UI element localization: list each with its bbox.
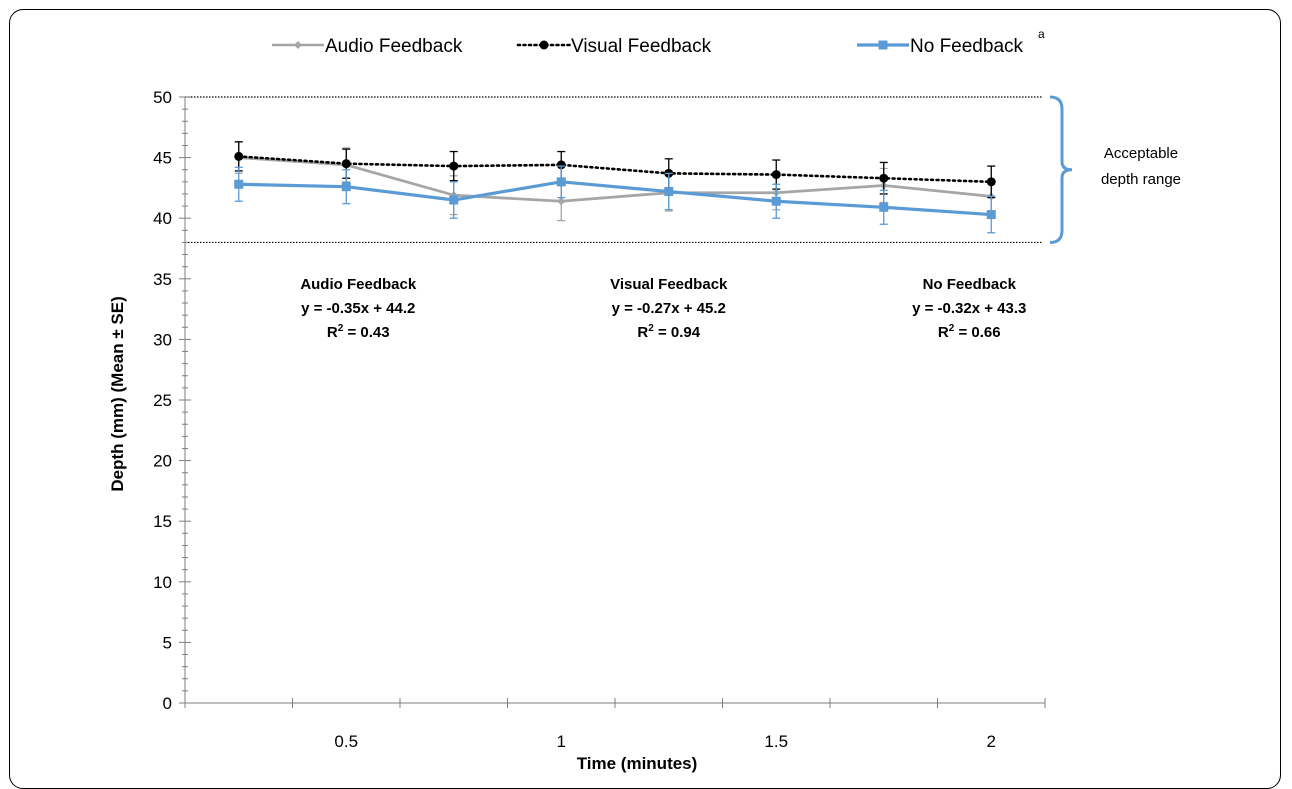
legend-label: Audio Feedback	[325, 36, 463, 57]
legend-swatch-marker	[294, 41, 302, 49]
y-tick-label: 5	[163, 633, 172, 652]
legend-label: No Feedback	[910, 36, 1024, 57]
legend-swatch-marker	[878, 40, 888, 50]
data-point	[234, 151, 244, 161]
data-point	[879, 173, 889, 183]
legend-item-audio-feedback: Audio Feedback	[272, 36, 463, 57]
data-point	[986, 177, 996, 187]
annotation-r2-value: = 0.94	[654, 324, 701, 341]
legend-item-visual-feedback: Visual Feedback	[516, 36, 712, 57]
y-tick-label: 50	[153, 88, 172, 107]
annotation-r2-sup: 2	[949, 323, 955, 334]
data-point	[771, 196, 781, 206]
data-point	[879, 202, 889, 212]
x-tick-label: 0.5	[334, 732, 358, 751]
annotation-r2-value: = 0.66	[954, 324, 1000, 341]
y-tick-label: 45	[153, 149, 172, 168]
annotation-title: Visual Feedback	[610, 276, 728, 293]
annotation-r2-sup: 2	[648, 323, 654, 334]
legend-item-no-feedback: No Feedback	[857, 36, 1024, 57]
annotation-visual-feedback: Visual Feedback y = -0.27x + 45.2 R2 = 0.9…	[610, 276, 728, 341]
y-axis-title: Depth (mm) (Mean ± SE)	[108, 296, 127, 491]
data-point	[557, 197, 566, 206]
legend-label: Visual Feedback	[571, 36, 712, 57]
annotation-audio-feedback: Audio Feedback y = -0.35x + 44.2 R2 = 0.43	[300, 276, 417, 341]
y-tick-label: 25	[153, 391, 172, 410]
acceptable-range-band: Acceptable depth range	[185, 95, 1181, 244]
legend: Audio Feedback Visual Feedback No Feedback…	[272, 27, 1045, 57]
annotation-r2-value: = 0.43	[343, 324, 389, 341]
y-tick-label: 20	[153, 452, 172, 471]
data-point	[449, 195, 459, 205]
series-visual-feedback	[234, 141, 996, 199]
x-tick-label: 1	[557, 732, 566, 751]
annotation-equation: y = -0.35x + 44.2	[301, 300, 415, 317]
y-tick-label: 35	[153, 270, 172, 289]
annotation-r2: R2 = 0.66	[938, 323, 1001, 341]
axes: 0 5 10 15 20 25 30 35 40 45 50 0.5 1 1.5 2 Time (minute…	[108, 88, 1046, 773]
y-tick-label: 10	[153, 573, 172, 592]
legend-swatch-marker	[539, 40, 549, 50]
data-point	[556, 160, 566, 170]
series-no-feedback	[234, 165, 996, 234]
data-point	[341, 159, 351, 169]
annotation-r2: R2 = 0.94	[637, 323, 700, 341]
y-tick-label: 40	[153, 209, 172, 228]
annotation-r2: R2 = 0.43	[327, 323, 390, 341]
y-tick-label: 0	[163, 694, 172, 713]
band-label-line2: depth range	[1101, 171, 1181, 188]
annotation-r2-label: R	[637, 324, 648, 341]
x-tick-label: 2	[987, 732, 996, 751]
data-point	[234, 179, 244, 189]
series-line	[238, 180, 992, 217]
annotation-equation: y = -0.27x + 45.2	[612, 300, 726, 317]
data-point	[341, 182, 351, 192]
legend-superscript: a	[1038, 27, 1045, 41]
band-label-line1: Acceptable	[1104, 145, 1178, 162]
data-point	[771, 170, 781, 180]
annotation-title: No Feedback	[923, 276, 1017, 293]
annotation-title: Audio Feedback	[300, 276, 417, 293]
annotation-equation: y = -0.32x + 43.3	[912, 300, 1026, 317]
band-brace	[1049, 95, 1073, 244]
x-tick-label: 1.5	[764, 732, 788, 751]
data-point	[449, 161, 459, 171]
data-point	[986, 210, 996, 220]
series-line	[238, 156, 992, 203]
annotation-r2-sup: 2	[338, 323, 344, 334]
y-tick-label: 30	[153, 330, 172, 349]
y-tick-label: 15	[153, 512, 172, 531]
series-line	[237, 155, 993, 184]
annotation-r2-label: R	[938, 324, 949, 341]
series-lines	[234, 141, 996, 234]
data-point	[664, 187, 674, 197]
annotation-r2-label: R	[327, 324, 338, 341]
annotation-no-feedback: No Feedback y = -0.32x + 43.3 R2 = 0.66	[912, 276, 1026, 341]
data-point	[556, 177, 566, 187]
x-axis-title: Time (minutes)	[577, 754, 698, 773]
